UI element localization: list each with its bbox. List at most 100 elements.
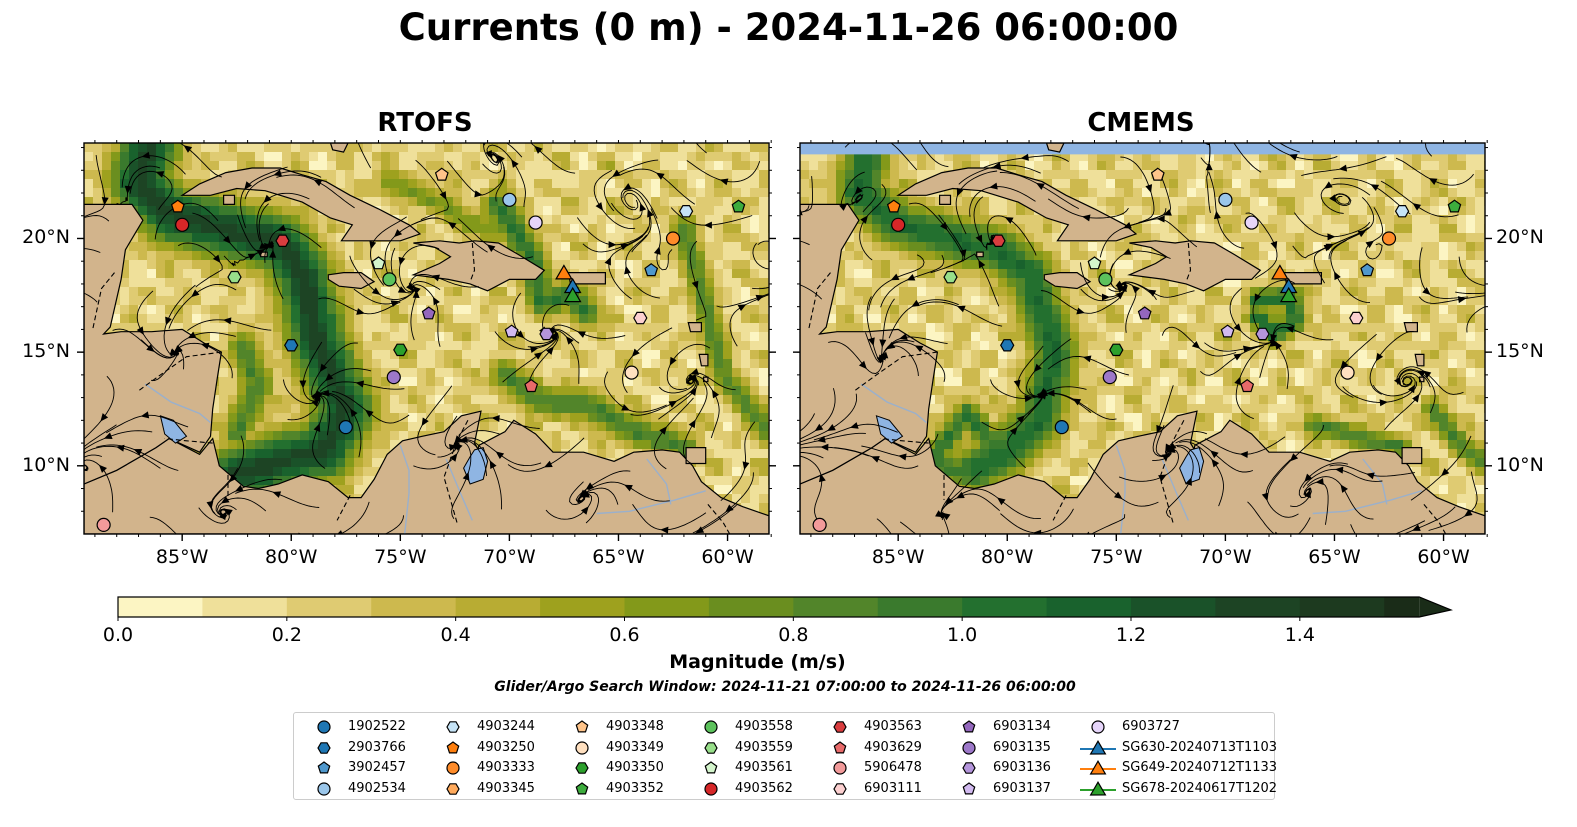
streamline-arrow: [781, 458, 792, 469]
streamline-arrow: [914, 345, 924, 353]
colorbar-outline: [117, 596, 1454, 618]
obs-2903766: [284, 339, 299, 352]
land-centralAmerica: [84, 203, 223, 485]
land-hispaniola: [411, 240, 546, 292]
streamline-arrow: [956, 491, 965, 499]
streamline-arrow: [1329, 194, 1337, 203]
legend-label: 6903137: [993, 780, 1051, 796]
pentagon-marker: [317, 761, 331, 774]
streamline-arrow: [595, 202, 603, 211]
colorbar-segment: [118, 597, 203, 617]
streamline: [1466, 306, 1485, 333]
triangle-marker-icon: [1080, 780, 1116, 796]
streamline-arrow: [1020, 153, 1029, 161]
streamline-arrow: [191, 289, 200, 298]
obs-4903562: [175, 217, 190, 232]
colorbar-segment: [624, 597, 710, 617]
streamline-arrow: [608, 241, 617, 249]
hexagon-marker: [704, 741, 718, 754]
streamline-arrow: [1116, 286, 1126, 293]
colorbar-tick-label: 0.6: [609, 624, 640, 646]
streamline-arrow: [860, 215, 868, 224]
x-tick-label-left: 85°W: [155, 546, 209, 568]
obs-4903558: [382, 272, 397, 287]
streamline-arrow: [299, 380, 307, 389]
hexagon-marker-icon: [446, 721, 460, 733]
streamline-arrow: [277, 224, 286, 232]
border: [336, 495, 351, 521]
obs-4903348: [1150, 167, 1165, 181]
colorbar-segment: [286, 597, 372, 617]
streamline-arrow: [1428, 178, 1438, 185]
hexagon-marker: [575, 762, 589, 774]
streamline-arrow: [462, 471, 470, 481]
legend-label: 4903250: [477, 739, 535, 755]
obs-4903563: [275, 234, 290, 248]
streamline-arrow: [818, 473, 826, 483]
streamline-arrow: [1491, 297, 1501, 306]
streamline-arrow: [1323, 244, 1333, 252]
streamline-arrow: [820, 443, 829, 451]
streamline-arrow: [447, 221, 457, 230]
pentagon-marker: [962, 720, 976, 733]
streamline-arrow: [1365, 240, 1375, 249]
streamline-arrow: [183, 145, 193, 153]
streamline-arrow: [997, 497, 1006, 506]
circle-marker: [833, 761, 847, 775]
observation-markers: [812, 167, 1462, 533]
legend-label: 6903134: [993, 719, 1051, 734]
x-tick-label-left: 65°W: [592, 546, 645, 568]
streamline-arrow: [1357, 230, 1367, 238]
pentagon-marker-icon: [317, 761, 331, 774]
pentagon-marker: [575, 720, 589, 733]
streamline-arrow: [1340, 360, 1349, 369]
pentagon-marker-icon: [833, 740, 847, 753]
triangle-marker: [1089, 760, 1107, 775]
streamline-arrow: [454, 435, 463, 444]
obs-4903629: [524, 378, 539, 393]
y-tick-label-right: 20°N: [1496, 226, 1544, 249]
legend-label: 4903350: [606, 760, 664, 775]
land-lesserAntilles2: [698, 353, 709, 367]
legend-label: SG649-20240712T1133: [1122, 760, 1278, 775]
streamline-arrow: [1211, 458, 1220, 468]
land-lesserAntilles1: [687, 322, 702, 333]
obs-5906478: [96, 517, 111, 533]
obs-6903135: [386, 370, 401, 385]
river: [399, 445, 410, 534]
streamline-arrow: [1213, 210, 1221, 220]
streamline: [84, 292, 98, 303]
streamline: [800, 176, 813, 214]
obs-6903111: [1349, 311, 1364, 325]
border: [164, 437, 213, 444]
streamline-arrow: [101, 197, 109, 206]
triangle-marker: [1089, 780, 1107, 796]
streamline-arrow: [899, 333, 908, 341]
colorbar-segment: [708, 597, 794, 617]
circle-marker-icon: [575, 740, 589, 755]
legend-label: 4903352: [606, 780, 664, 796]
streamline-arrow: [229, 473, 238, 483]
triangle-marker-icon: [1080, 760, 1116, 775]
streamline-arrow: [534, 145, 543, 154]
legend-label: 4903561: [735, 760, 793, 775]
streamline-arrow: [449, 453, 458, 462]
streamline-arrow: [200, 342, 210, 350]
colorbar-extend-arrow: [1419, 597, 1451, 617]
obs-6903111: [633, 311, 648, 325]
obs-3902457: [644, 263, 659, 277]
streamline-arrow: [313, 423, 321, 432]
streamline-arrow: [688, 419, 696, 429]
legend: 1902522 2903766 3902457 4902534 4903244 49032…: [293, 712, 1278, 800]
y-tick-label-right: 10°N: [1496, 453, 1544, 476]
streamline-arrow: [669, 356, 677, 366]
circle-marker: [704, 781, 718, 796]
streamline: [1458, 256, 1485, 286]
hexagon-marker: [962, 762, 976, 774]
land-jamaica: [1043, 272, 1092, 290]
legend-label: 4903345: [477, 780, 535, 796]
streamline-arrow: [1412, 524, 1421, 531]
streamline-arrow: [1463, 509, 1473, 517]
river: [445, 458, 473, 521]
obs-3902457: [1360, 263, 1375, 277]
